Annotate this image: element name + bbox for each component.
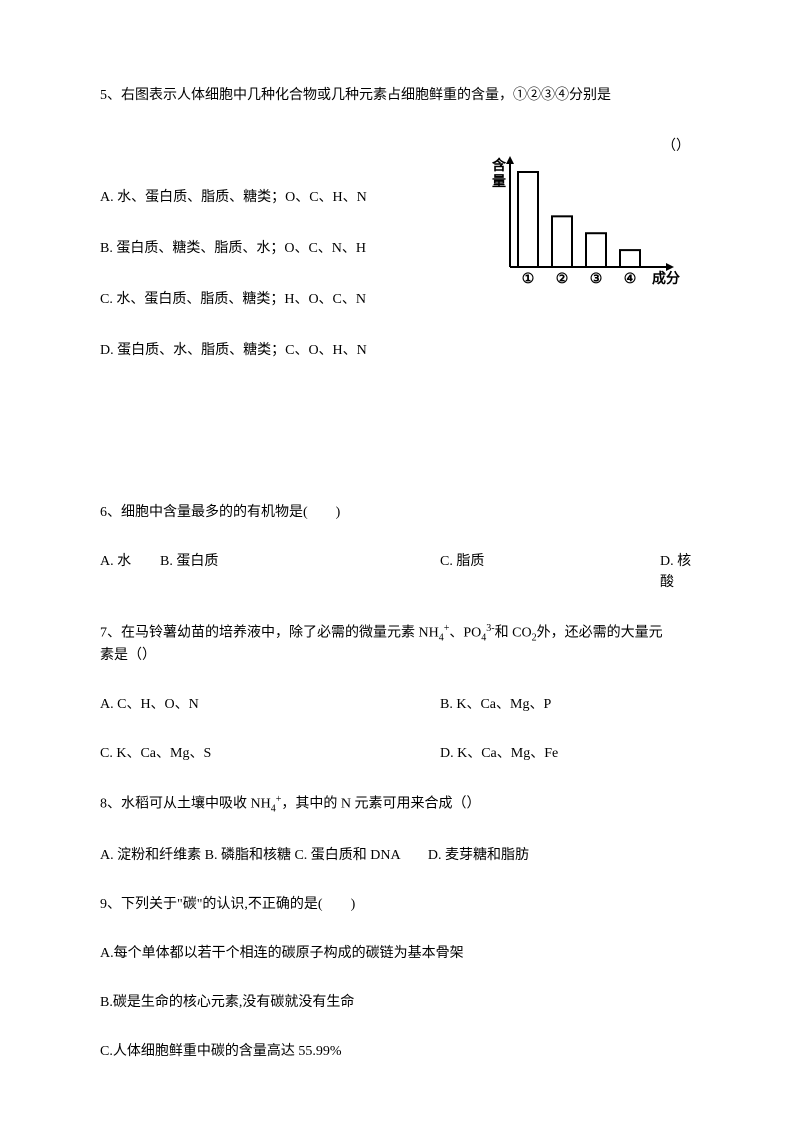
q7-row2: C. K、Ca、Mg、S D. K、Ca、Mg、Fe	[100, 743, 700, 764]
question-6: 6、细胞中含量最多的的有机物是( ) A. 水 B. 蛋白质 C. 脂质 D. …	[100, 502, 700, 593]
q8-options: A. 淀粉和纤维素 B. 磷脂和核糖 C. 蛋白质和 DNA D. 麦芽糖和脂肪	[100, 845, 700, 866]
question-5-text: 5、右图表示人体细胞中几种化合物或几种元素占细胞鲜重的含量，①②③④分别是	[100, 85, 700, 106]
q7-row1: A. C、H、O、N B. K、Ca、Mg、P	[100, 694, 700, 715]
q7-sub1: 4	[439, 632, 444, 643]
svg-text:①: ①	[522, 272, 535, 287]
q6-option-c: C. 脂质	[440, 551, 660, 593]
svg-text:③: ③	[590, 272, 603, 287]
q7-sub2: 4	[481, 632, 486, 643]
q9-option-c: C.人体细胞鲜重中碳的含量高达 55.99%	[100, 1041, 700, 1062]
q7-option-a: A. C、H、O、N	[100, 694, 440, 715]
q6-option-b: B. 蛋白质	[160, 551, 440, 593]
question-9: 9、下列关于"碳"的认识,不正确的是( ) A.每个单体都以若干个相连的碳原子构…	[100, 894, 700, 1062]
q6-option-d: D. 核酸	[660, 551, 700, 593]
q7-tp3: 和 CO	[495, 626, 532, 641]
q5-option-b: B. 蛋白质、糖类、脂质、水；O、C、N、H	[100, 238, 430, 259]
q9-option-a: A.每个单体都以若干个相连的碳原子构成的碳链为基本骨架	[100, 943, 700, 964]
q7-option-d: D. K、Ca、Mg、Fe	[440, 743, 700, 764]
q5-bar-chart: 含量 ① ② ③ ④ 成分	[480, 152, 680, 292]
q7-tp1: 7、在马铃薯幼苗的培养液中，除了必需的微量元素 NH	[100, 626, 439, 641]
question-7: 7、在马铃薯幼苗的培养液中，除了必需的微量元素 NH4+、PO43-和 CO2外…	[100, 621, 700, 764]
q6-option-a: A. 水	[100, 551, 160, 593]
q7-option-b: B. K、Ca、Mg、P	[440, 694, 700, 715]
question-5-options: A. 水、蛋白质、脂质、糖类；O、C、H、N B. 蛋白质、糖类、脂质、水；O、…	[100, 187, 430, 361]
question-7-text: 7、在马铃薯幼苗的培养液中，除了必需的微量元素 NH4+、PO43-和 CO2外…	[100, 621, 700, 666]
svg-text:含: 含	[492, 157, 507, 174]
q8-sub1: 4	[271, 804, 276, 815]
question-5-body: A. 水、蛋白质、脂质、糖类；O、C、H、N B. 蛋白质、糖类、脂质、水；O、…	[100, 187, 700, 417]
q7-line2: 素是（）	[100, 648, 156, 663]
q5-option-d: D. 蛋白质、水、脂质、糖类；C、O、H、N	[100, 340, 430, 361]
svg-text:④: ④	[624, 272, 637, 287]
question-8-text: 8、水稻可从土壤中吸收 NH4+，其中的 N 元素可用来合成（）	[100, 792, 700, 816]
question-6-text: 6、细胞中含量最多的的有机物是( )	[100, 502, 700, 523]
q5-option-a: A. 水、蛋白质、脂质、糖类；O、C、H、N	[100, 187, 430, 208]
svg-text:量: 量	[492, 174, 506, 190]
q5-option-c: C. 水、蛋白质、脂质、糖类；H、O、C、N	[100, 289, 430, 310]
svg-text:②: ②	[556, 272, 569, 287]
question-6-options: A. 水 B. 蛋白质 C. 脂质 D. 核酸	[100, 551, 700, 593]
q8-tp2: ，其中的 N 元素可用来合成（）	[281, 797, 480, 812]
q7-tp4: 外，还必需的大量元	[537, 626, 663, 641]
q8-tp1: 8、水稻可从土壤中吸收 NH	[100, 797, 271, 812]
q7-option-c: C. K、Ca、Mg、S	[100, 743, 440, 764]
q9-option-b: B.碳是生命的核心元素,没有碳就没有生命	[100, 992, 700, 1013]
question-9-text: 9、下列关于"碳"的认识,不正确的是( )	[100, 894, 700, 915]
svg-text:成分: 成分	[652, 270, 680, 287]
q7-sup2: 3-	[486, 623, 494, 634]
question-8: 8、水稻可从土壤中吸收 NH4+，其中的 N 元素可用来合成（） A. 淀粉和纤…	[100, 792, 700, 865]
q7-tp2: 、PO	[449, 626, 481, 641]
